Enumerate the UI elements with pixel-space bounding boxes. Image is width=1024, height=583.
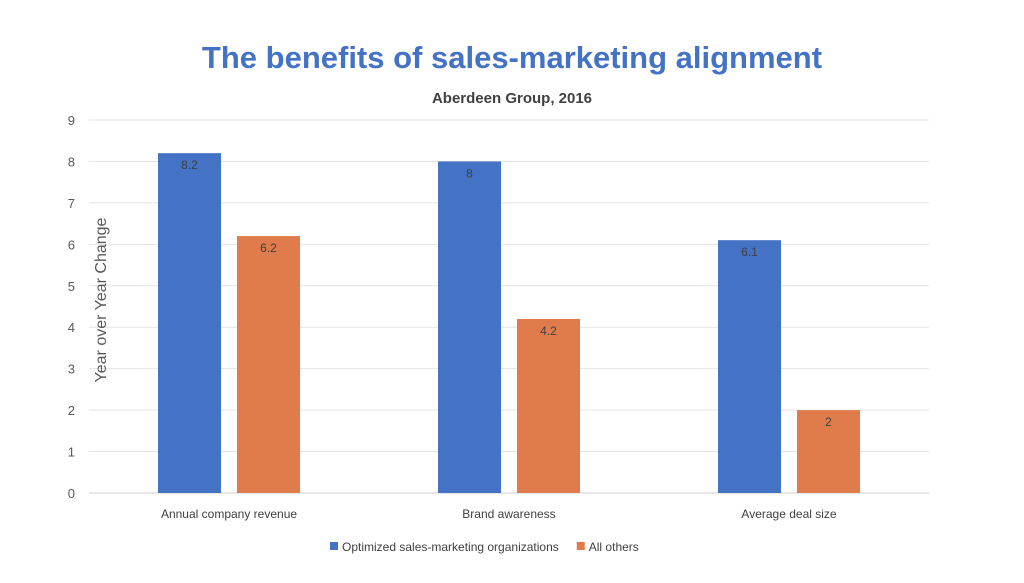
y-tick-label: 3 [68,362,75,377]
y-tick-label: 9 [68,113,75,128]
y-tick-label: 8 [68,154,75,169]
data-label: 4.2 [540,324,557,338]
data-label: 2 [825,415,832,429]
y-tick-label: 5 [68,279,75,294]
bar [517,318,580,493]
y-tick-label: 4 [68,320,75,335]
legend-label: All others [589,540,639,554]
data-label: 8 [466,166,473,180]
data-label: 6.2 [260,241,277,255]
y-tick-label: 2 [68,403,75,418]
y-tick-label: 6 [68,237,75,252]
x-tick-label: Brand awareness [462,507,555,521]
y-axis-label: Year over Year Change [93,217,110,382]
legend-swatch [330,542,338,550]
chart-title: The benefits of sales-marketing alignmen… [201,40,823,75]
y-tick-label: 1 [68,445,75,460]
chart-subtitle: Aberdeen Group, 2016 [431,90,593,107]
bar [237,236,300,494]
bar [797,410,860,493]
bar [718,240,781,493]
data-label: 8.2 [181,158,198,172]
data-label: 6.1 [741,245,758,259]
y-tick-label: 0 [68,486,75,501]
y-tick-label: 7 [68,196,75,211]
x-tick-label: Average deal size [741,507,837,521]
bar [158,153,221,493]
legend-swatch [576,542,585,550]
bar [438,161,501,493]
x-tick-label: Annual company revenue [161,507,297,521]
legend-label: Optimized sales-marketing organizations [342,540,559,554]
